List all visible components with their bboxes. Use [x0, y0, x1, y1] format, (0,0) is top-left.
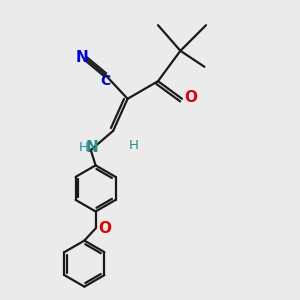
- Text: H: H: [79, 141, 89, 154]
- Text: O: O: [184, 90, 197, 105]
- Text: O: O: [98, 221, 111, 236]
- Text: N: N: [76, 50, 88, 65]
- Text: H: H: [129, 139, 139, 152]
- Text: C: C: [100, 74, 110, 88]
- Text: N: N: [86, 140, 99, 155]
